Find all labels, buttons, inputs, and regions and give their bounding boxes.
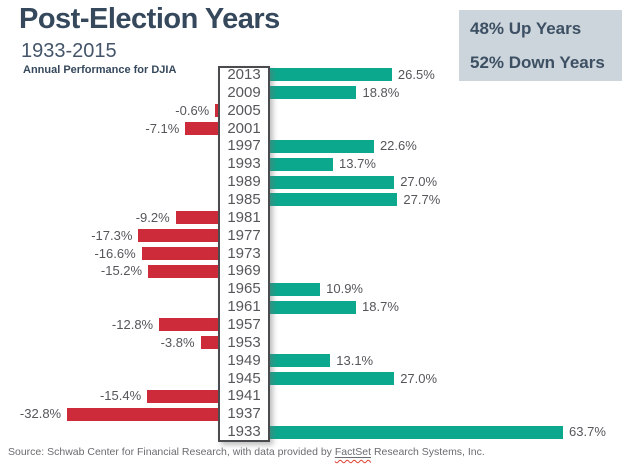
bar-1941 [147, 389, 218, 403]
bar-2009 [270, 86, 357, 100]
year-label-1965: 1965 [227, 280, 261, 298]
value-label-1957: -12.8% [111, 316, 154, 332]
year-label-2001: 2001 [227, 119, 261, 137]
bar-1989 [270, 175, 395, 189]
value-label-1985: 27.7% [403, 191, 441, 207]
value-label-1965: 10.9% [326, 281, 363, 297]
source-factset-link: FactSet [335, 446, 371, 458]
bar-1985 [270, 193, 398, 207]
source-factset-text: FactSet [334, 446, 372, 458]
bar-2005 [215, 104, 218, 118]
year-label-1989: 1989 [227, 173, 261, 191]
bar-1937 [67, 407, 218, 421]
bar-2001 [185, 121, 218, 135]
bar-1961 [270, 300, 357, 314]
source-note: Source: Schwab Center for Financial Rese… [8, 446, 485, 458]
value-label-1969: -15.2% [100, 263, 143, 279]
value-label-2005: -0.6% [175, 102, 210, 118]
page-subtitle: 1933-2015 [21, 40, 117, 62]
bar-1945 [270, 371, 395, 385]
value-label-1961: 18.7% [362, 299, 399, 315]
value-label-1977: -17.3% [91, 227, 133, 243]
value-label-1945: 27.0% [400, 370, 438, 386]
year-label-1993: 1993 [227, 155, 261, 173]
year-label-1973: 1973 [227, 244, 261, 262]
value-label-2009: 18.8% [362, 84, 400, 100]
year-label-1981: 1981 [227, 208, 261, 226]
year-label-1969: 1969 [227, 262, 261, 280]
page-title: Post-Election Years [19, 3, 280, 35]
legend-box: 48% Up Years 52% Down Years [459, 10, 622, 81]
value-label-2013: 26.5% [397, 67, 435, 82]
bar-1997 [270, 139, 374, 153]
bar-1993 [270, 157, 334, 171]
year-label-1945: 1945 [227, 369, 261, 387]
year-label-1961: 1961 [227, 298, 261, 316]
value-label-1949: 13.1% [336, 352, 374, 368]
bar-1933 [270, 425, 564, 439]
value-label-1997: 22.6% [379, 138, 417, 154]
source-text-suffix: Research Systems, Inc. [371, 446, 485, 458]
value-label-2001: -7.1% [145, 120, 180, 136]
value-label-1989: 27.0% [400, 174, 438, 190]
bar-1949 [270, 354, 331, 368]
year-label-1957: 1957 [227, 315, 261, 333]
year-label-1985: 1985 [227, 190, 261, 208]
bar-1957 [159, 318, 218, 332]
year-label-1997: 1997 [227, 137, 261, 155]
year-label-1941: 1941 [227, 387, 261, 405]
bar-2013 [270, 68, 392, 82]
year-label-2013: 2013 [227, 66, 261, 83]
bar-1981 [175, 211, 218, 225]
bar-1977 [138, 229, 218, 243]
source-text-prefix: Source: Schwab Center for Financial Rese… [8, 446, 335, 458]
year-label-1937: 1937 [227, 405, 261, 423]
year-label-1953: 1953 [227, 333, 261, 351]
year-label-1977: 1977 [227, 226, 261, 244]
bar-1973 [141, 246, 218, 260]
value-label-1993: 13.7% [339, 156, 376, 172]
value-label-1981: -9.2% [135, 209, 170, 225]
value-label-1953: -3.8% [160, 334, 195, 350]
bar-1953 [200, 336, 218, 350]
value-label-1941: -15.4% [99, 388, 142, 404]
year-label-2005: 2005 [227, 101, 261, 119]
value-label-1933: 63.7% [569, 424, 606, 440]
legend-up-years: 48% Up Years [470, 19, 582, 38]
bar-1969 [148, 264, 218, 278]
legend-down-years: 52% Down Years [470, 53, 605, 72]
year-label-1949: 1949 [227, 351, 261, 369]
value-label-1937: -32.8% [19, 406, 62, 422]
year-axis-box [218, 66, 270, 442]
chart-axis-title: Annual Performance for DJIA [23, 64, 177, 76]
year-label-2009: 2009 [227, 83, 261, 101]
year-label-1933: 1933 [227, 423, 261, 441]
value-label-1973: -16.6% [94, 245, 136, 261]
bar-1965 [270, 282, 321, 296]
